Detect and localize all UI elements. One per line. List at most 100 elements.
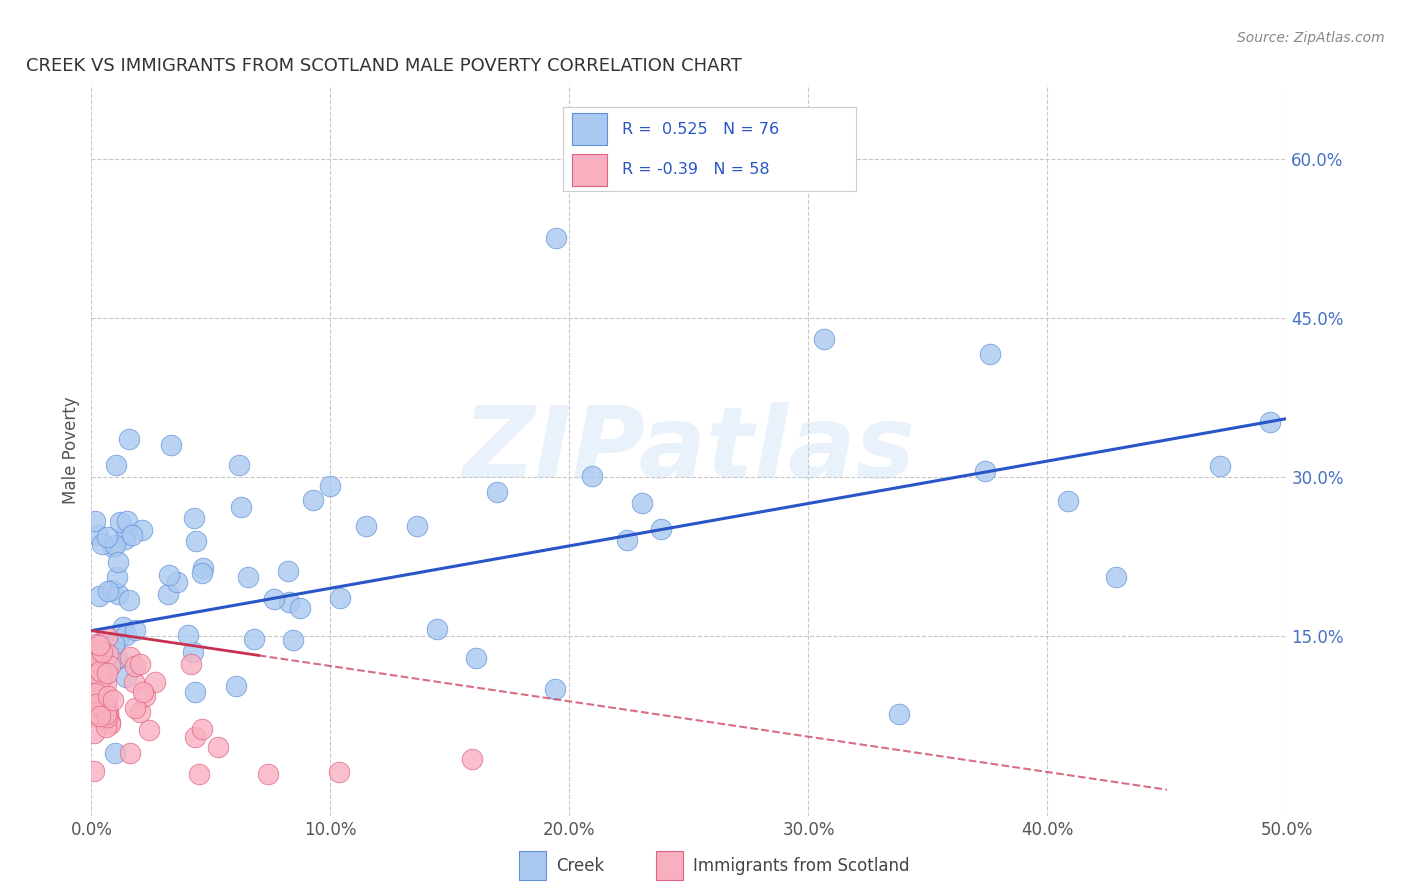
Point: [98, 715, 121, 730]
Point: [80, 673, 103, 687]
Point: [87, 691, 110, 706]
Point: [191, 566, 214, 580]
Point: [115, 514, 138, 528]
Point: [177, 628, 200, 642]
Point: [94, 701, 117, 715]
Point: [96, 530, 118, 544]
Point: [131, 523, 153, 537]
Text: CREEK VS IMMIGRANTS FROM SCOTLAND MALE POVERTY CORRELATION CHART: CREEK VS IMMIGRANTS FROM SCOTLAND MALE P…: [25, 57, 741, 75]
Point: [184, 684, 207, 698]
Point: [114, 532, 136, 546]
Point: [87, 639, 110, 653]
Point: [89, 709, 111, 723]
Point: [86, 637, 108, 651]
Text: ZIPatlas: ZIPatlas: [463, 402, 915, 499]
Point: [80, 683, 103, 698]
Point: [94, 676, 117, 690]
Point: [184, 730, 207, 744]
Point: [115, 628, 138, 642]
Point: [98, 659, 121, 673]
Point: [86, 654, 108, 668]
Point: [84, 686, 107, 700]
Point: [101, 693, 124, 707]
Point: [129, 657, 152, 671]
Point: [184, 533, 207, 548]
Point: [288, 601, 311, 615]
Point: [84, 514, 107, 528]
Point: [104, 746, 127, 760]
Point: [118, 593, 141, 607]
Point: [118, 432, 141, 446]
Point: [191, 722, 214, 736]
Point: [546, 231, 568, 245]
Point: [124, 623, 146, 637]
Point: [89, 673, 111, 688]
Point: [461, 752, 484, 766]
Point: [328, 764, 350, 779]
Point: [236, 570, 259, 584]
Point: [80, 659, 103, 673]
Point: [104, 538, 127, 552]
Point: [426, 623, 449, 637]
Point: [180, 657, 202, 672]
Point: [97, 704, 120, 718]
Point: [486, 485, 509, 500]
Point: [97, 707, 120, 722]
Point: [124, 658, 146, 673]
Point: [183, 511, 205, 525]
Point: [650, 522, 672, 536]
Point: [87, 528, 110, 542]
Point: [80, 686, 103, 700]
Point: [1056, 493, 1078, 508]
Point: [87, 711, 110, 725]
Point: [83, 641, 105, 656]
Point: [96, 702, 118, 716]
Point: [974, 464, 997, 478]
Point: [263, 591, 285, 606]
Point: [160, 438, 183, 452]
Point: [84, 698, 107, 712]
Point: [87, 589, 110, 603]
Point: [157, 587, 180, 601]
Point: [91, 645, 114, 659]
Point: [257, 766, 280, 780]
Point: [132, 685, 155, 699]
Point: [83, 725, 105, 739]
Point: [104, 458, 127, 472]
Point: [191, 560, 214, 574]
Point: [887, 707, 910, 722]
Point: [86, 643, 108, 657]
Point: [354, 518, 377, 533]
Point: [96, 665, 118, 680]
Point: [115, 670, 138, 684]
Point: [111, 620, 134, 634]
Point: [207, 739, 229, 754]
Point: [318, 479, 340, 493]
Point: [124, 701, 146, 715]
Point: [243, 632, 266, 646]
Point: [134, 690, 156, 704]
Point: [979, 347, 1001, 361]
Point: [104, 653, 127, 667]
Point: [1260, 415, 1282, 429]
Point: [100, 583, 122, 598]
Point: [97, 689, 120, 703]
Point: [91, 669, 114, 683]
Point: [107, 632, 129, 646]
Point: [96, 720, 118, 734]
Point: [581, 469, 603, 483]
Point: [110, 515, 132, 529]
Point: [96, 630, 118, 644]
Point: [813, 332, 835, 346]
Point: [96, 696, 118, 710]
Point: [89, 664, 111, 678]
Point: [118, 650, 141, 665]
Point: [91, 634, 114, 648]
Point: [302, 492, 325, 507]
Point: [228, 458, 250, 472]
Point: [82, 647, 104, 661]
Point: [616, 533, 638, 547]
Point: [105, 570, 128, 584]
Point: [100, 716, 122, 731]
Point: [1209, 458, 1232, 473]
